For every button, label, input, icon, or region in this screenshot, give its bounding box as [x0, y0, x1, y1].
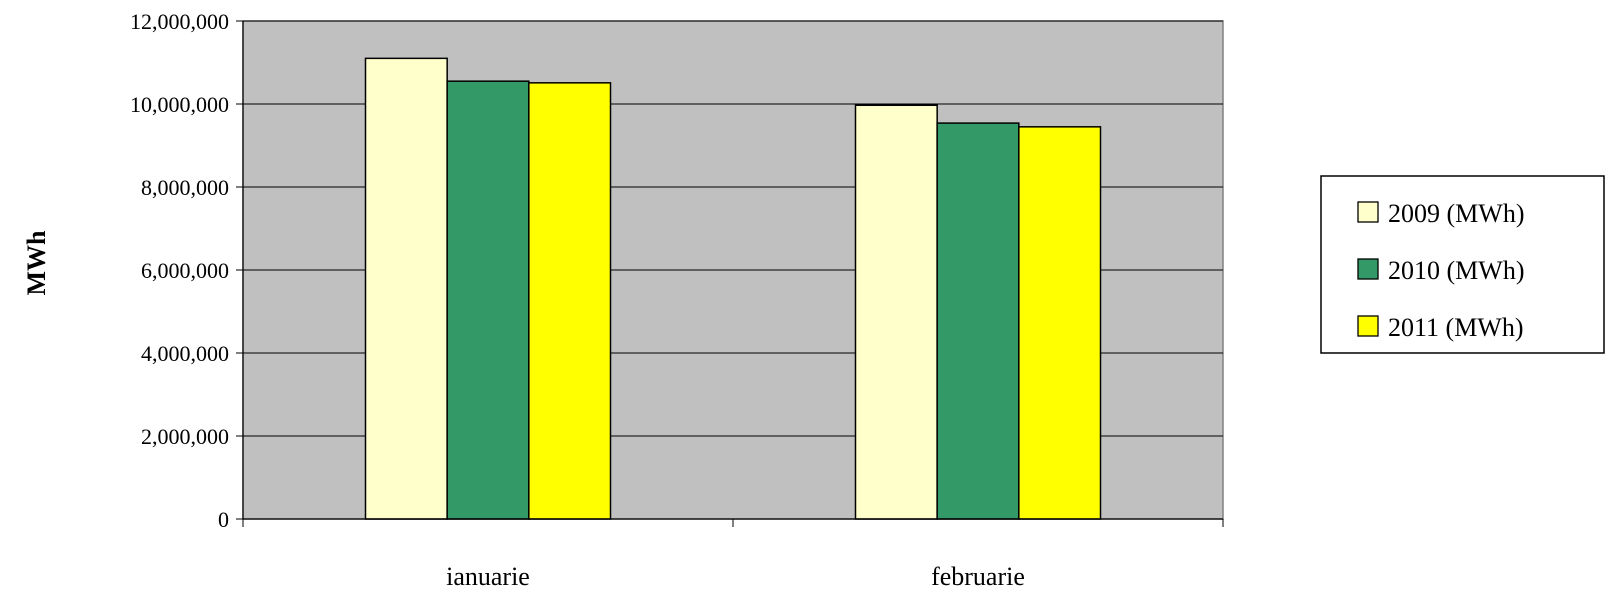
- y-tick-label: 6,000,000: [141, 258, 229, 283]
- y-tick-labels: 0 2,000,000 4,000,000 6,000,000 8,000,000 10,…: [130, 9, 229, 532]
- y-tick-label: 12,000,000: [130, 9, 229, 34]
- bar-2011-ianuarie: [528, 82, 612, 520]
- bar-2011-februarie: [1018, 126, 1102, 520]
- legend-swatch: [1357, 201, 1379, 223]
- y-tick-label: 8,000,000: [141, 175, 229, 200]
- y-axis-label: MWh: [22, 230, 51, 296]
- bar-2009-ianuarie: [364, 57, 448, 520]
- y-tick-label: 0: [218, 507, 229, 532]
- legend-swatch: [1357, 258, 1379, 280]
- bars: [364, 57, 1102, 520]
- category-label: februarie: [931, 562, 1025, 591]
- legend-label: 2011 (MWh): [1388, 313, 1524, 342]
- y-tick-label: 10,000,000: [130, 92, 229, 117]
- axes: [236, 20, 1224, 527]
- category-labels: ianuarie februarie: [446, 562, 1025, 591]
- bar-2010-ianuarie: [446, 80, 530, 520]
- legend-label: 2009 (MWh): [1388, 199, 1524, 228]
- y-tick-label: 2,000,000: [141, 424, 229, 449]
- bar-2009-februarie: [854, 104, 938, 520]
- category-label: ianuarie: [446, 562, 530, 591]
- y-tick-label: 4,000,000: [141, 341, 229, 366]
- bar-2010-februarie: [936, 122, 1020, 520]
- legend-label: 2010 (MWh): [1388, 256, 1524, 285]
- legend: 2009 (MWh) 2010 (MWh) 2011 (MWh): [1320, 175, 1605, 354]
- legend-swatch: [1357, 315, 1379, 337]
